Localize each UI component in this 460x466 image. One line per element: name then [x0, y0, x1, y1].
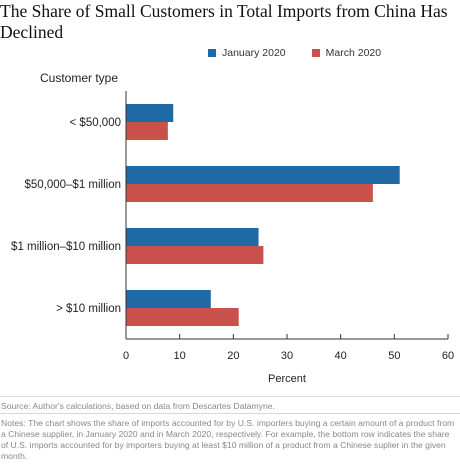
- x-tick-label-6: 60: [442, 350, 454, 362]
- source-note: Source: Author's calculations, based on …: [1, 401, 275, 411]
- bar-march-3: [126, 308, 239, 326]
- x-tick-label-4: 40: [335, 350, 347, 362]
- bar-january-0: [126, 104, 174, 122]
- legend-swatch-january: [208, 49, 216, 57]
- chart-title: The Share of Small Customers in Total Im…: [0, 1, 448, 42]
- legend-item-march: March 2020: [311, 47, 382, 59]
- category-label-3: > $10 million: [56, 303, 121, 315]
- bar-january-2: [126, 228, 259, 246]
- category-label-0: < $50,000: [70, 117, 121, 129]
- legend-label-january: January 2020: [222, 47, 286, 59]
- x-tick-label-5: 50: [388, 350, 400, 362]
- x-tick-label-0: 0: [123, 350, 129, 362]
- x-tick-label-1: 10: [174, 350, 186, 362]
- category-label-1: $50,000–$1 million: [24, 179, 121, 191]
- y-axis-title: Customer type: [40, 71, 119, 85]
- bar-january-3: [126, 290, 211, 308]
- bar-march-2: [126, 246, 264, 264]
- legend-label-march: March 2020: [325, 47, 382, 59]
- bar-chart: < $50,000 $50,000–$1 million $1 million–$1…: [11, 91, 454, 362]
- divider-top: [0, 396, 460, 397]
- x-axis-title: Percent: [268, 373, 306, 385]
- divider-middle: [0, 413, 460, 414]
- x-tick-label-3: 30: [281, 350, 293, 362]
- notes-text: Notes: The chart shows the share of impo…: [1, 418, 455, 461]
- bar-january-1: [126, 166, 400, 184]
- legend-item-january: January 2020: [208, 47, 286, 59]
- bar-march-1: [126, 184, 373, 202]
- legend: January 2020 March 2020: [208, 47, 381, 59]
- category-label-2: $1 million–$10 million: [11, 241, 121, 253]
- bar-march-0: [126, 122, 168, 140]
- x-tick-label-2: 20: [227, 350, 239, 362]
- legend-swatch-march: [311, 49, 320, 57]
